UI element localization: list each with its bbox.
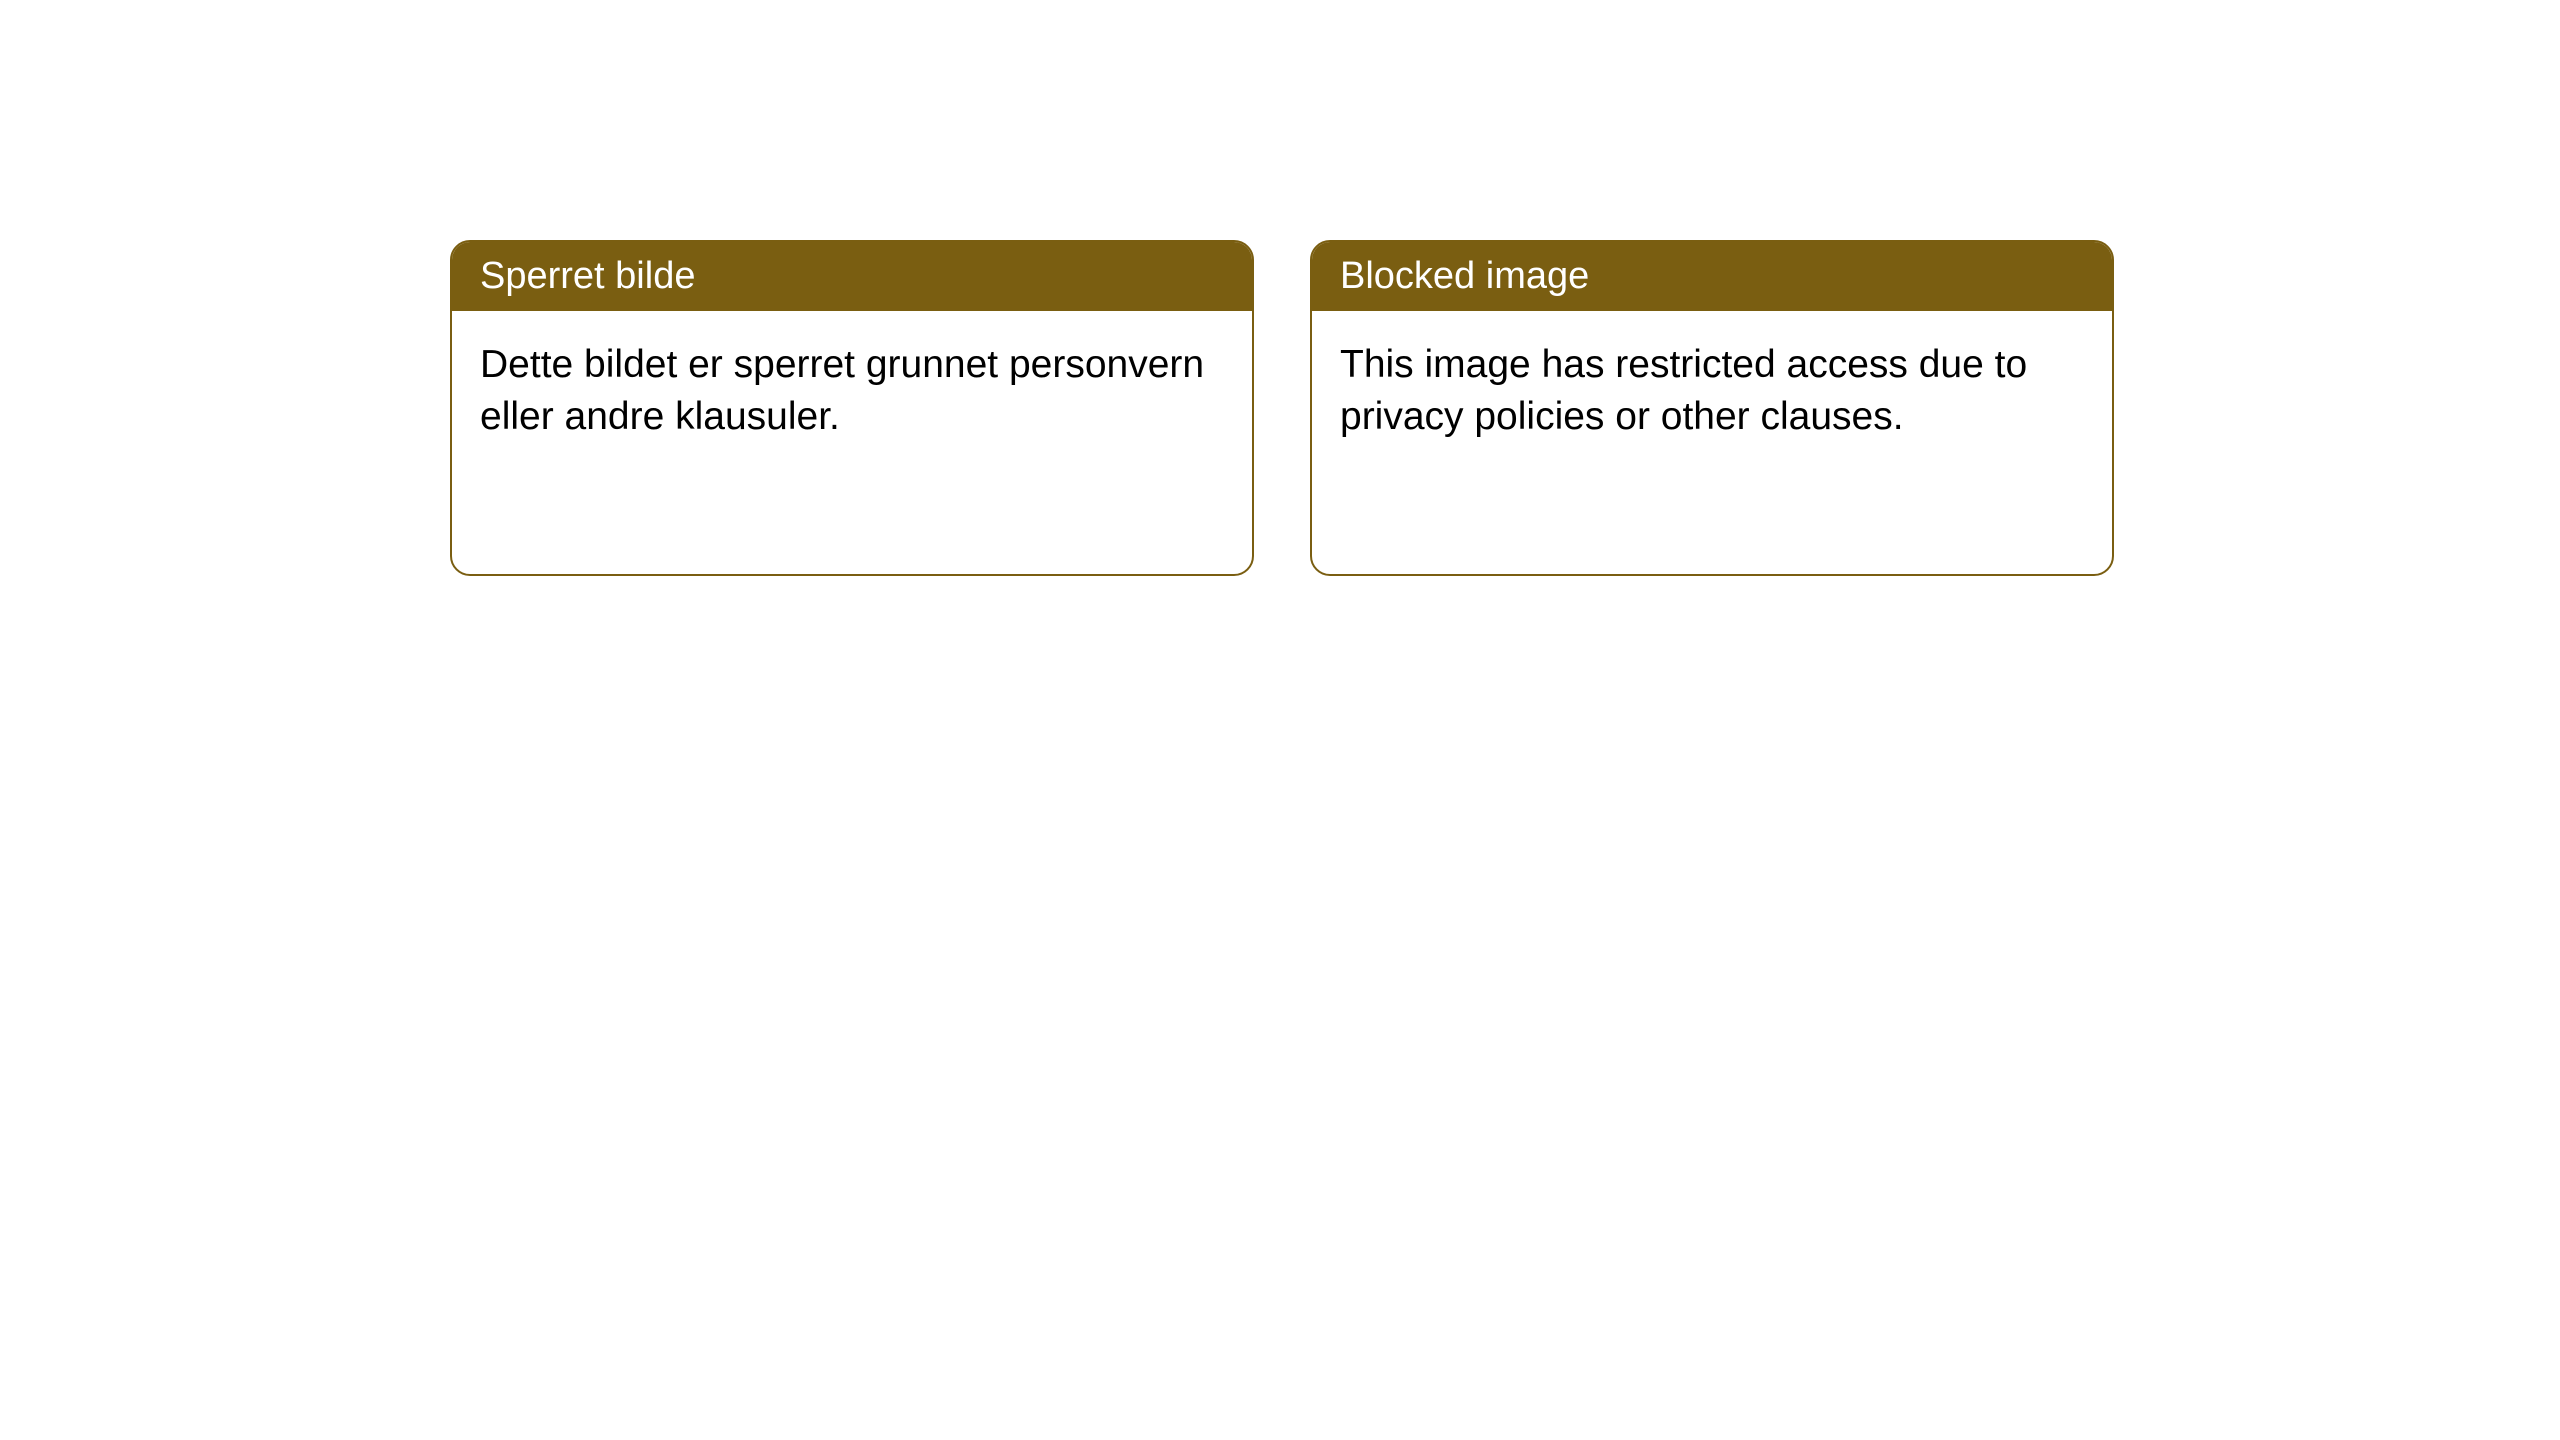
notice-card-norwegian: Sperret bilde Dette bildet er sperret gr… [450, 240, 1254, 576]
notice-container: Sperret bilde Dette bildet er sperret gr… [0, 0, 2560, 576]
notice-card-english: Blocked image This image has restricted … [1310, 240, 2114, 576]
card-title: Blocked image [1340, 255, 1589, 297]
card-title: Sperret bilde [480, 255, 695, 297]
card-body: Dette bildet er sperret grunnet personve… [452, 311, 1252, 471]
card-body-text: Dette bildet er sperret grunnet personve… [480, 343, 1204, 438]
card-header: Sperret bilde [452, 242, 1252, 311]
card-header: Blocked image [1312, 242, 2112, 311]
card-body-text: This image has restricted access due to … [1340, 343, 2027, 438]
card-body: This image has restricted access due to … [1312, 311, 2112, 471]
